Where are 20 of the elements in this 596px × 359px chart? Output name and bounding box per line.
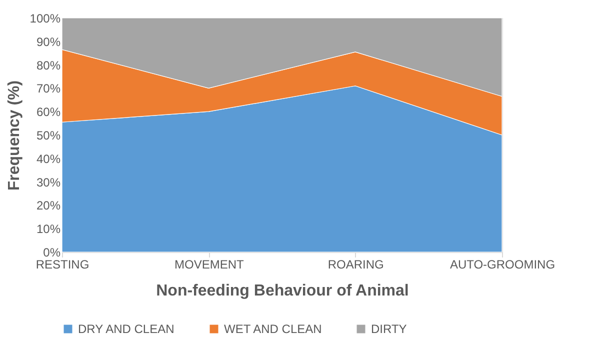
y-tick-label: 90% bbox=[36, 34, 61, 49]
x-tick-label: MOVEMENT bbox=[174, 258, 244, 272]
y-tick-label: 20% bbox=[36, 198, 61, 213]
y-tick-label: 40% bbox=[36, 152, 61, 166]
y-tick-label: 70% bbox=[36, 82, 61, 96]
y-axis-title: Frequency (%) bbox=[6, 80, 23, 191]
x-tick-label: AUTO-GROOMING bbox=[450, 258, 556, 272]
legend-label: DRY AND CLEAN bbox=[78, 322, 174, 336]
y-tick-label: 0% bbox=[43, 246, 61, 260]
y-tick-label: 30% bbox=[36, 175, 61, 190]
y-tick-label: 60% bbox=[36, 105, 61, 120]
legend-label: WET AND CLEAN bbox=[224, 322, 322, 336]
y-tick-label: 50% bbox=[36, 128, 61, 142]
legend-label: DIRTY bbox=[371, 322, 407, 336]
x-tick-label: ROARING bbox=[328, 258, 384, 272]
y-tick-label: 100% bbox=[30, 12, 61, 26]
x-axis-title: Non-feeding Behaviour of Animal bbox=[156, 282, 409, 300]
x-tick-label: RESTING bbox=[36, 258, 90, 272]
y-tick-label: 80% bbox=[36, 58, 61, 72]
y-tick-label: 10% bbox=[36, 222, 61, 236]
